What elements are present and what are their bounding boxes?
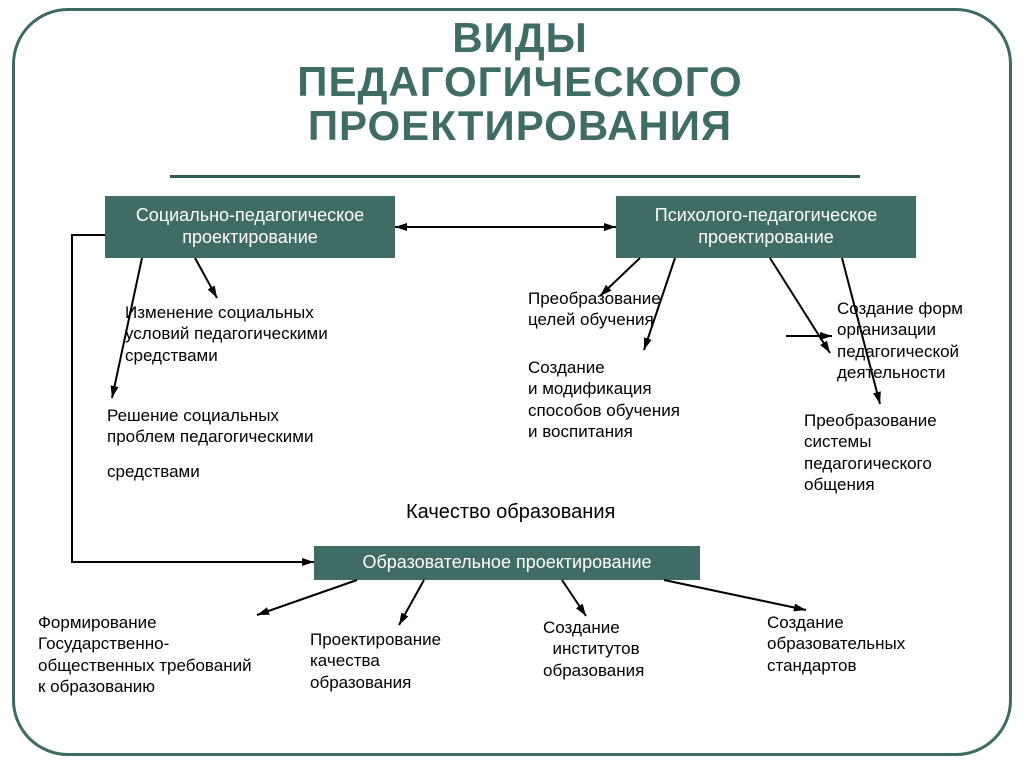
text-solve-social: Решение социальных проблем педагогически…: [107, 405, 313, 448]
text-create-forms: Создание форм организации педагогической…: [837, 298, 963, 383]
text-transform-system: Преобразование системы педагогического о…: [804, 410, 937, 495]
title-line-2: педагогического: [297, 58, 742, 105]
text-transform-goals: Преобразование целей обучения: [528, 288, 661, 331]
text-create-standards: Создание образовательных стандартов: [767, 612, 905, 676]
text-quality-education: Качество образования: [406, 500, 615, 525]
text-create-methods: Создание и модификация способов обучения…: [528, 357, 680, 442]
title-line-3: проектирования: [308, 102, 732, 149]
text-means: средствами: [107, 461, 200, 482]
title-line-1: Виды: [452, 14, 588, 61]
node-psycho-pedagogical: Психолого-педагогическое проектирование: [616, 196, 916, 258]
title-underline: [170, 175, 860, 178]
diagram-stage: Виды педагогического проектирования Соци…: [0, 0, 1024, 767]
text-design-quality: Проектирование качества образования: [310, 629, 441, 693]
node-educational: Образовательное проектирование: [314, 546, 700, 580]
text-create-institutes: Создание институтов образования: [543, 617, 644, 681]
text-change-social: Изменение социальных условий педагогичес…: [125, 302, 328, 366]
node-social-pedagogical: Социально-педагогическое проектирование: [105, 196, 395, 258]
diagram-title: Виды педагогического проектирования: [270, 16, 770, 148]
text-form-requirements: Формирование Государственно- общественны…: [38, 612, 252, 697]
